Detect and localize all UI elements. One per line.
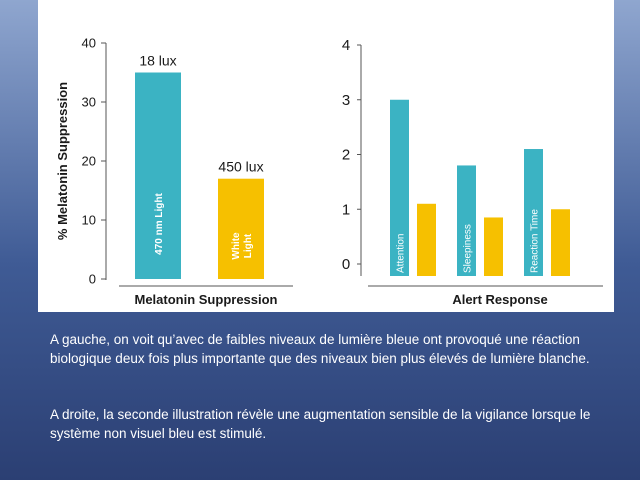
left-bar-white-light	[218, 178, 264, 279]
right-y-tick-label: 2	[342, 147, 350, 164]
right-bar-attention-series2	[417, 203, 436, 276]
right-category-label: Reaction Time	[530, 209, 541, 273]
left-y-tick-label: 30	[82, 95, 96, 110]
left-y-tick-label: 10	[82, 213, 96, 228]
chart-figure: 0 10 20 30 40% Melatonin Suppression 18 lux 47…	[38, 0, 614, 312]
left-bar-label-line1: White	[231, 232, 242, 260]
caption-paragraph-right-chart: A droite, la seconde illustration révèle…	[50, 407, 591, 441]
left-y-axis-title: % Melatonin Suppression	[55, 82, 70, 240]
right-chart-title: Alert Response	[452, 292, 547, 307]
right-bar-reaction-time-series2	[551, 209, 570, 276]
left-bar-blue-light	[135, 72, 181, 279]
caption-paragraph-left-chart: A gauche, on voit qu’avec de faibles niv…	[50, 332, 590, 366]
right-y-tick-label: 1	[342, 201, 350, 218]
left-bar-label: 470 nm Light	[154, 192, 165, 254]
left-bar-label-line2: Light	[243, 233, 254, 258]
right-bar-attention-series1	[390, 99, 409, 276]
left-bar-lux-annotation: 18 lux	[139, 53, 176, 69]
right-y-tick-label: 4	[342, 37, 350, 54]
left-y-tick-label: 20	[82, 154, 96, 169]
right-bar-sleepiness-series2	[484, 217, 503, 276]
right-category-label: Sleepiness	[463, 224, 474, 273]
left-chart-title: Melatonin Suppression	[134, 292, 277, 307]
left-bar-lux-annotation: 450 lux	[218, 159, 263, 175]
left-y-tick-label: 40	[82, 36, 96, 51]
right-bar-reaction-time-series1	[524, 149, 543, 276]
right-bar-sleepiness-series1	[457, 165, 476, 276]
right-y-tick-label: 0	[342, 256, 350, 273]
right-category-label: Attention	[396, 234, 407, 273]
right-y-tick-label: 3	[342, 92, 350, 109]
left-y-tick-label: 0	[89, 272, 96, 287]
